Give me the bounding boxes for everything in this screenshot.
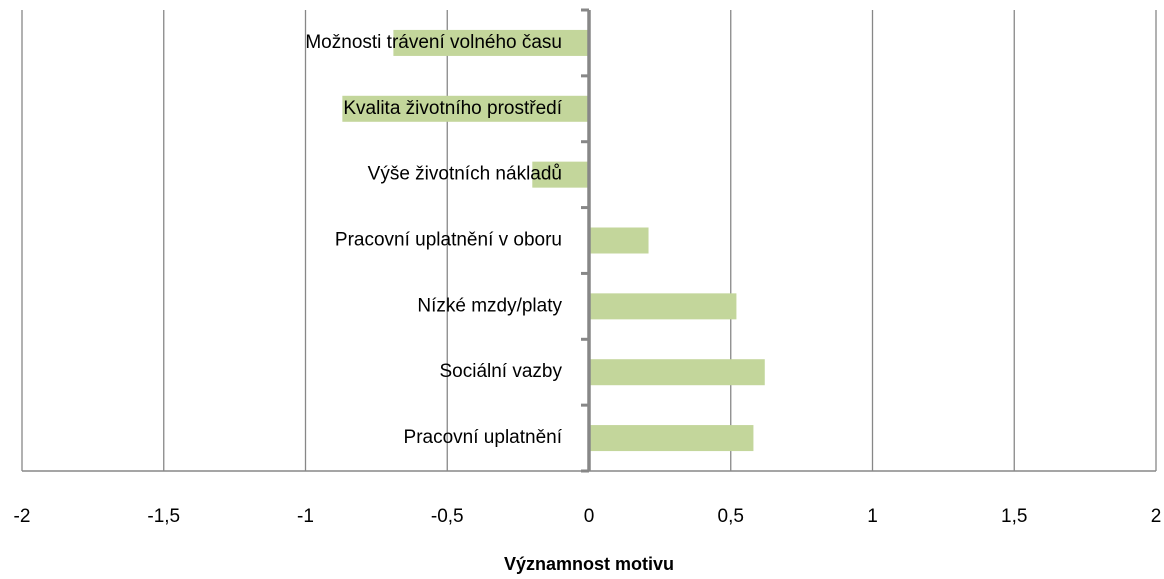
x-tick-label: 0,5: [718, 506, 744, 527]
y-tick-label: Možnosti trávení volného času: [305, 32, 562, 53]
bar: [589, 359, 765, 386]
x-tick-label: 1,5: [1001, 506, 1027, 527]
y-tick-label: Pracovní uplatnění: [404, 427, 563, 448]
x-tick-label: 0: [584, 506, 595, 527]
bar: [589, 425, 754, 452]
bar: [532, 161, 589, 188]
x-tick-label: -0,5: [431, 506, 464, 527]
y-tick-label: Nízké mzdy/platy: [417, 295, 562, 316]
y-tick-label: Pracovní uplatnění v oboru: [335, 230, 562, 251]
x-tick-label: 1: [867, 506, 878, 527]
y-tick-label: Výše životních nákladů: [368, 164, 562, 185]
x-tick-label: -2: [14, 506, 31, 527]
y-tick-label: Sociální vazby: [439, 361, 562, 382]
bar: [589, 293, 737, 320]
x-axis-title: Významnost motivu: [504, 554, 674, 574]
bar: [393, 29, 589, 56]
bar: [589, 227, 649, 254]
x-tick-label: -1: [297, 506, 314, 527]
x-tick-label: 2: [1151, 506, 1162, 527]
bar: [342, 95, 589, 122]
y-tick-label: Kvalita životního prostředí: [343, 98, 562, 119]
x-tick-label: -1,5: [147, 506, 180, 527]
